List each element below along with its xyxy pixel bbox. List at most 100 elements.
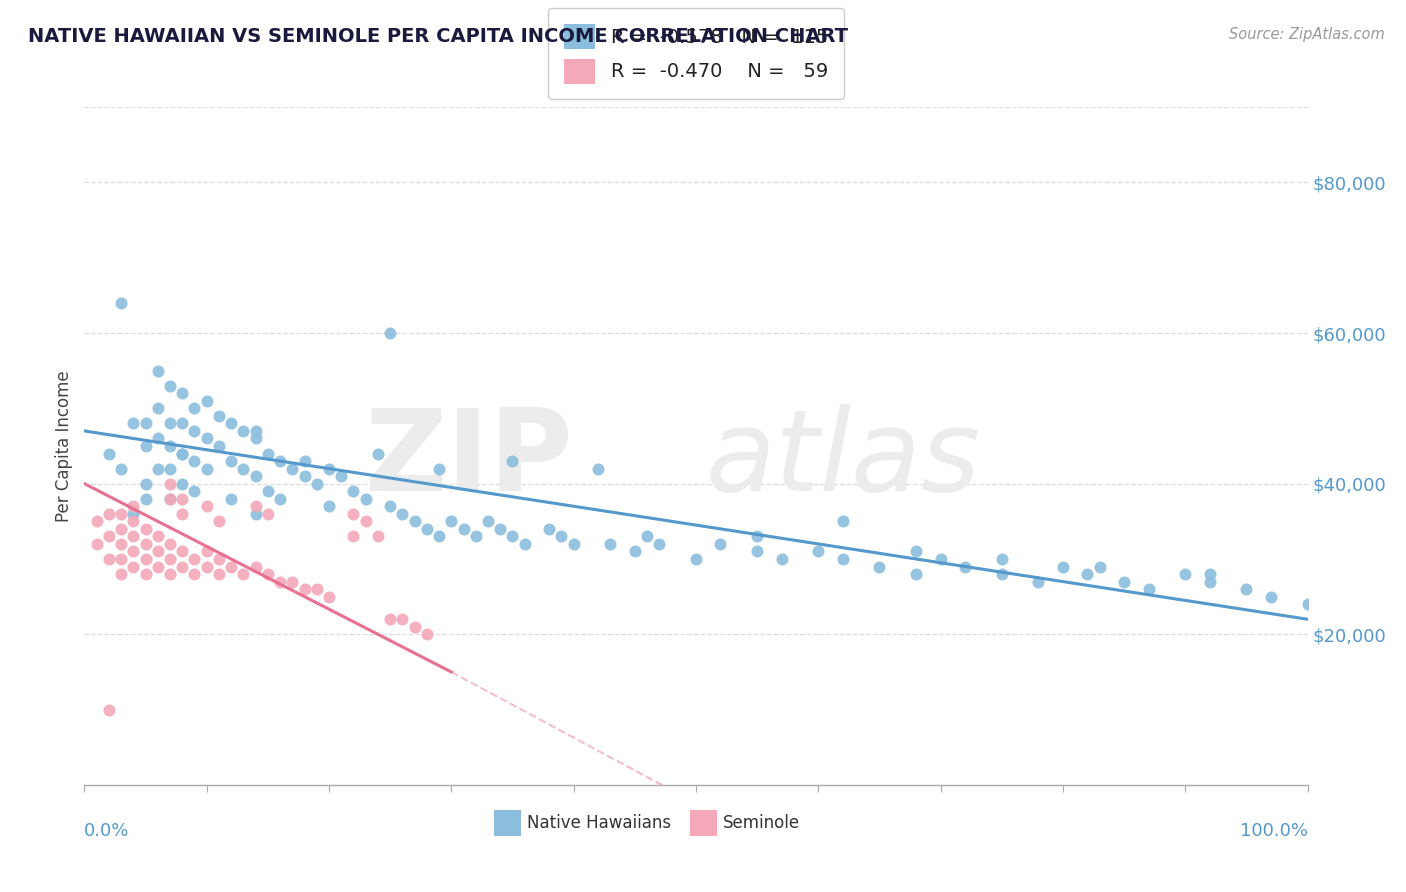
Point [159, 476, 181, 491]
Point [135, 476, 157, 491]
Point [219, 417, 242, 431]
Point [159, 417, 181, 431]
Point [159, 439, 181, 453]
Point [122, 507, 145, 521]
Point [305, 582, 328, 596]
Point [146, 544, 169, 558]
Point [159, 552, 181, 566]
Point [86, 514, 108, 528]
Point [195, 559, 218, 574]
Point [172, 507, 194, 521]
Point [110, 537, 132, 551]
Point [1076, 567, 1098, 582]
Point [440, 514, 463, 528]
Point [159, 491, 181, 506]
Point [159, 461, 181, 475]
Point [172, 446, 194, 460]
Point [747, 544, 769, 558]
Point [685, 552, 707, 566]
Point [110, 522, 132, 536]
Point [183, 484, 205, 499]
Point [305, 476, 328, 491]
Point [135, 439, 157, 453]
Point [159, 567, 181, 582]
Point [869, 559, 891, 574]
Point [318, 461, 340, 475]
Point [245, 432, 267, 446]
Point [208, 514, 231, 528]
Point [1260, 590, 1282, 604]
Point [269, 454, 291, 468]
Point [257, 484, 280, 499]
Point [770, 552, 793, 566]
Point [122, 544, 145, 558]
Point [219, 491, 242, 506]
Point [294, 454, 316, 468]
Point [648, 537, 671, 551]
Point [159, 378, 181, 392]
Point [146, 461, 169, 475]
Point [172, 544, 194, 558]
Text: ZIP: ZIP [366, 404, 574, 515]
Point [97, 552, 120, 566]
Point [1052, 559, 1074, 574]
Point [502, 529, 524, 543]
Point [380, 326, 402, 340]
Text: atlas: atlas [706, 404, 980, 515]
Point [464, 529, 486, 543]
Point [172, 417, 194, 431]
Point [709, 537, 731, 551]
Legend: R =  -0.578   N =  115, R =  -0.470    N =   59: R = -0.578 N = 115, R = -0.470 N = 59 [548, 8, 844, 99]
Point [232, 461, 254, 475]
Point [342, 484, 364, 499]
Point [294, 582, 316, 596]
Point [380, 500, 402, 514]
Point [208, 439, 231, 453]
Point [146, 364, 169, 378]
Point [1028, 574, 1050, 589]
Point [562, 537, 585, 551]
Point [404, 620, 426, 634]
Point [183, 567, 205, 582]
Point [905, 567, 928, 582]
Point [550, 529, 572, 543]
Point [219, 454, 242, 468]
Point [281, 461, 304, 475]
Y-axis label: Per Capita Income: Per Capita Income [55, 370, 73, 522]
Point [1198, 574, 1220, 589]
Point [342, 529, 364, 543]
Point [97, 703, 120, 717]
Point [122, 417, 145, 431]
Point [110, 567, 132, 582]
Point [747, 529, 769, 543]
Text: Source: ZipAtlas.com: Source: ZipAtlas.com [1229, 27, 1385, 42]
Point [122, 514, 145, 528]
Point [380, 612, 402, 626]
Point [807, 544, 830, 558]
Point [122, 559, 145, 574]
Point [269, 491, 291, 506]
Text: Native Hawaiians: Native Hawaiians [527, 814, 671, 832]
Point [97, 446, 120, 460]
Point [367, 529, 389, 543]
Point [427, 529, 450, 543]
Point [195, 461, 218, 475]
Point [146, 559, 169, 574]
Point [146, 401, 169, 416]
Point [172, 446, 194, 460]
Point [513, 537, 536, 551]
Point [172, 386, 194, 401]
Point [257, 507, 280, 521]
Point [624, 544, 647, 558]
Point [172, 559, 194, 574]
Point [354, 491, 377, 506]
Point [1198, 567, 1220, 582]
Text: NATIVE HAWAIIAN VS SEMINOLE PER CAPITA INCOME CORRELATION CHART: NATIVE HAWAIIAN VS SEMINOLE PER CAPITA I… [28, 27, 848, 45]
Point [404, 514, 426, 528]
Point [342, 507, 364, 521]
Point [586, 461, 609, 475]
Point [135, 491, 157, 506]
Point [208, 567, 231, 582]
Point [257, 446, 280, 460]
FancyBboxPatch shape [494, 810, 522, 836]
